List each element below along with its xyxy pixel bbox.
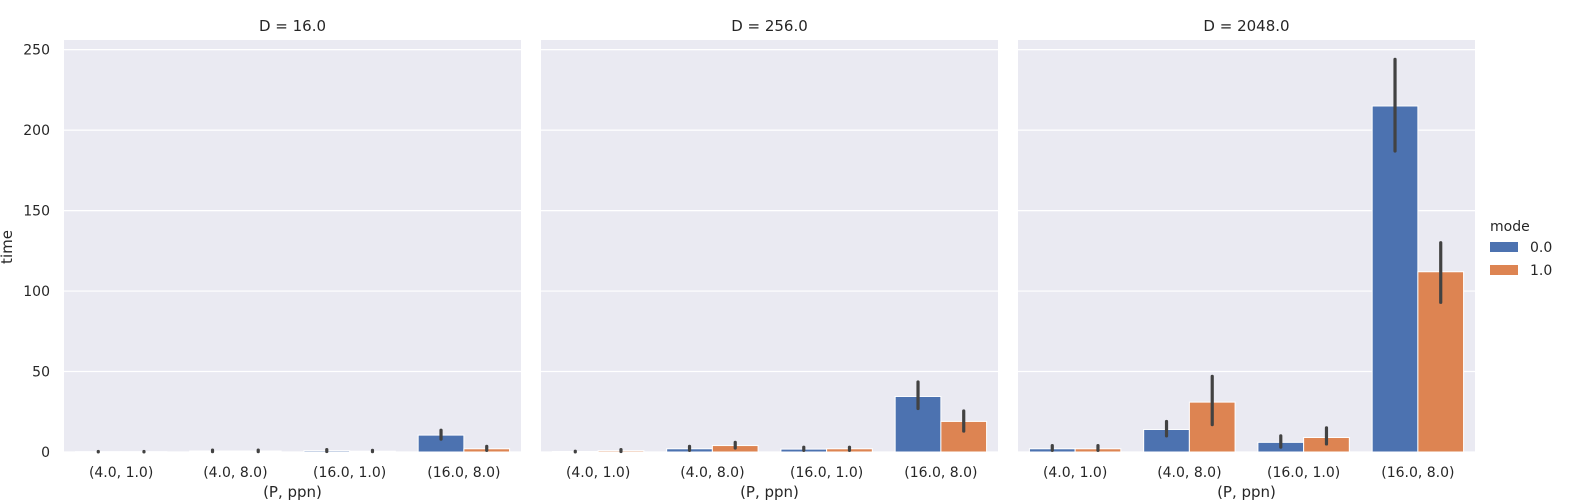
y-tick-label: 50 <box>32 365 50 381</box>
y-axis-ticks: 0 50 100 150 200 250 <box>23 43 50 461</box>
x-tick-label: (16.0, 1.0) <box>313 465 386 481</box>
legend-label: 0.0 <box>1530 240 1552 256</box>
x-tick-label: (16.0, 8.0) <box>904 465 977 481</box>
chart-panels: (4.0, 1.0) (4.0, 8.0) (16.0, 1.0) (16.0, 8.… <box>23 17 1475 500</box>
panel-title: D = 16.0 <box>259 17 326 35</box>
x-axis-label: (P, ppn) <box>1217 483 1276 500</box>
x-tick-label: (16.0, 8.0) <box>427 465 500 481</box>
legend-swatch <box>1490 242 1518 252</box>
panel-1: (4.0, 1.0) (4.0, 8.0) (16.0, 1.0) (16.0, 8.… <box>64 17 521 500</box>
panel-2: (4.0, 1.0) (4.0, 8.0) (16.0, 1.0) (16.0, 8.… <box>541 17 998 500</box>
bar <box>1371 105 1419 453</box>
x-tick-label: (4.0, 1.0) <box>1043 465 1107 481</box>
x-tick-label: (4.0, 8.0) <box>680 465 744 481</box>
legend-title: mode <box>1490 219 1530 235</box>
panel-title: D = 2048.0 <box>1203 17 1289 35</box>
x-tick-label: (4.0, 8.0) <box>1157 465 1221 481</box>
x-tick-label: (16.0, 8.0) <box>1381 465 1454 481</box>
x-tick-label: (16.0, 1.0) <box>1267 465 1340 481</box>
x-tick-label: (4.0, 1.0) <box>89 465 153 481</box>
legend-swatch <box>1490 265 1518 275</box>
legend-label: 1.0 <box>1530 263 1552 279</box>
x-tick-label: (4.0, 8.0) <box>203 465 267 481</box>
y-tick-label: 100 <box>23 284 50 300</box>
x-tick-label: (16.0, 1.0) <box>790 465 863 481</box>
x-axis-label: (P, ppn) <box>740 483 799 500</box>
panel-3: (4.0, 1.0) (4.0, 8.0) (16.0, 1.0) (16.0, 8.… <box>1018 17 1475 500</box>
y-tick-label: 150 <box>23 204 50 220</box>
x-axis-label: (P, ppn) <box>263 483 322 500</box>
y-tick-label: 0 <box>41 445 50 461</box>
y-tick-label: 200 <box>23 123 50 139</box>
y-axis-label: time <box>0 230 16 264</box>
y-tick-label: 250 <box>23 43 50 59</box>
plot-background <box>541 40 998 452</box>
x-tick-label: (4.0, 1.0) <box>566 465 630 481</box>
plot-background <box>64 40 521 452</box>
panel-title: D = 256.0 <box>731 17 808 35</box>
legend: mode 0.0 1.0 <box>1490 219 1552 279</box>
